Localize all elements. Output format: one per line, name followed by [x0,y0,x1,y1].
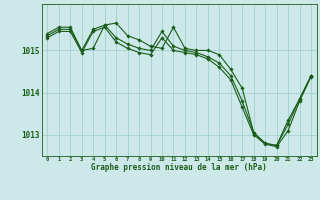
X-axis label: Graphe pression niveau de la mer (hPa): Graphe pression niveau de la mer (hPa) [91,163,267,172]
